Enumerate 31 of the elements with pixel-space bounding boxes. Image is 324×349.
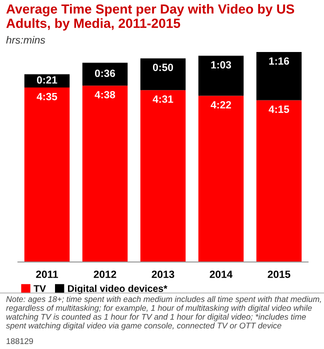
x-tick-label: 2011 — [36, 270, 58, 278]
bar — [198, 56, 244, 96]
chart-title: Average Time Spent per Day with Video by US Adults, by Media, 2011-2015 — [6, 4, 294, 31]
chart-subtitle: hrs:mins — [6, 36, 46, 44]
data-label: 4:38 — [94, 90, 116, 98]
data-label: 0:21 — [36, 76, 58, 84]
data-label: 4:35 — [36, 92, 58, 100]
data-label: 0:50 — [152, 64, 173, 72]
bar — [256, 52, 302, 100]
bar — [24, 88, 70, 262]
legend-label: TV — [34, 285, 46, 292]
bar — [24, 74, 70, 88]
bar — [198, 96, 244, 262]
data-label: 1:03 — [211, 61, 232, 69]
x-tick-label: 2012 — [94, 270, 116, 278]
bar — [140, 58, 186, 90]
legend-label: Digital video devices* — [68, 284, 168, 294]
bar — [140, 90, 186, 262]
data-label: 4:15 — [268, 106, 290, 113]
data-label: 4:31 — [152, 95, 174, 103]
data-label: 0:36 — [94, 70, 116, 78]
x-tick-label: 2014 — [210, 270, 233, 278]
x-tick-label: 2013 — [152, 270, 174, 278]
bar — [256, 100, 302, 262]
text: Note: ages 18+; time spent with each medium includes all time spent with that medium, regardless of multitasking; for example, 1 hour of multitasking with digital video while watching TV is counted as 1 hour for TV and 1 hour for digital video; *includes time spent watching digital video via game console, connected TV or OTT device — [6, 296, 321, 330]
bar — [82, 62, 128, 86]
data-label: 4:22 — [210, 101, 232, 108]
data-label: 1:16 — [269, 57, 290, 65]
bar — [82, 86, 128, 262]
x-tick-label: 2015 — [268, 270, 290, 278]
text: 188129 — [6, 338, 33, 344]
